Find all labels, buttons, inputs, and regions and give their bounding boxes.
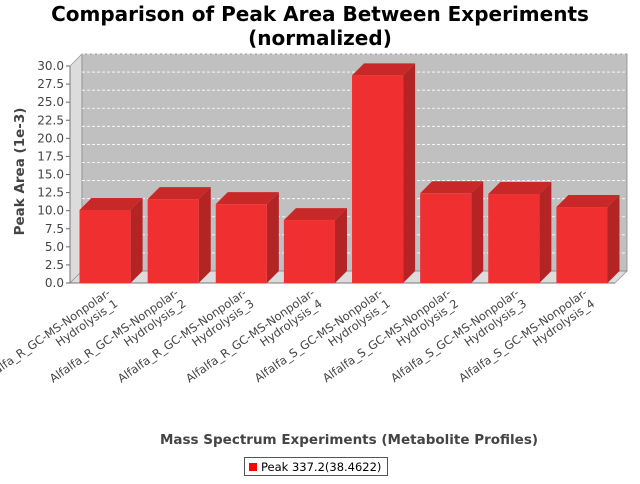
bar-top [352,63,416,76]
y-tick-label: 0.0 [45,276,64,290]
x-axis-label: Mass Spectrum Experiments (Metabolite Pr… [160,432,538,448]
y-tick-label: 17.5 [37,149,64,163]
y-tick-label: 25.0 [37,95,64,109]
bar-front [215,204,267,283]
bar-side [334,208,347,283]
bar-front [488,194,540,283]
chart-title-line: (normalized) [248,26,392,50]
bar [420,181,484,283]
y-tick-label: 27.5 [37,77,64,91]
bar-side [471,181,484,283]
bar-side [198,187,211,283]
bar-front [79,209,131,283]
bar [79,197,143,283]
bar-side [403,63,416,283]
bar-front [420,193,472,283]
chart-title-line: Comparison of Peak Area Between Experime… [51,2,589,26]
bar-top [79,197,143,210]
y-tick-label: 20.0 [37,131,64,145]
bar-side [539,182,552,283]
bar-front [352,75,404,283]
legend-label: Peak 337.2(38.4622) [261,459,382,474]
bar-front [556,207,608,283]
y-tick-label: 30.0 [37,59,64,73]
bar-side [607,195,620,283]
bar-top [215,192,279,205]
bar-top [488,182,552,195]
legend-swatch [249,462,257,471]
y-tick-label: 5.0 [45,240,64,254]
bar-top [420,181,484,194]
bar-top [556,195,620,208]
y-axis-label: Peak Area (1e-3) [12,108,28,236]
y-tick-label: 10.0 [37,204,64,218]
y-tick-label: 15.0 [37,168,64,182]
y-tick-label: 2.5 [45,258,64,272]
bar-top [147,187,211,200]
y-tick-label: 7.5 [45,222,64,236]
bar [283,208,347,283]
bar-front [283,220,335,283]
bar [352,63,416,283]
legend: Peak 337.2(38.4622) [244,457,389,476]
bar-top [283,208,347,221]
bar [488,182,552,283]
y-tick-label: 12.5 [37,186,64,200]
bar [147,187,211,283]
bar [556,195,620,283]
bar-side [266,192,279,283]
bar [215,192,279,283]
bar-side [130,197,143,283]
y-tick-label: 22.5 [37,113,64,127]
bar-front [147,199,199,283]
